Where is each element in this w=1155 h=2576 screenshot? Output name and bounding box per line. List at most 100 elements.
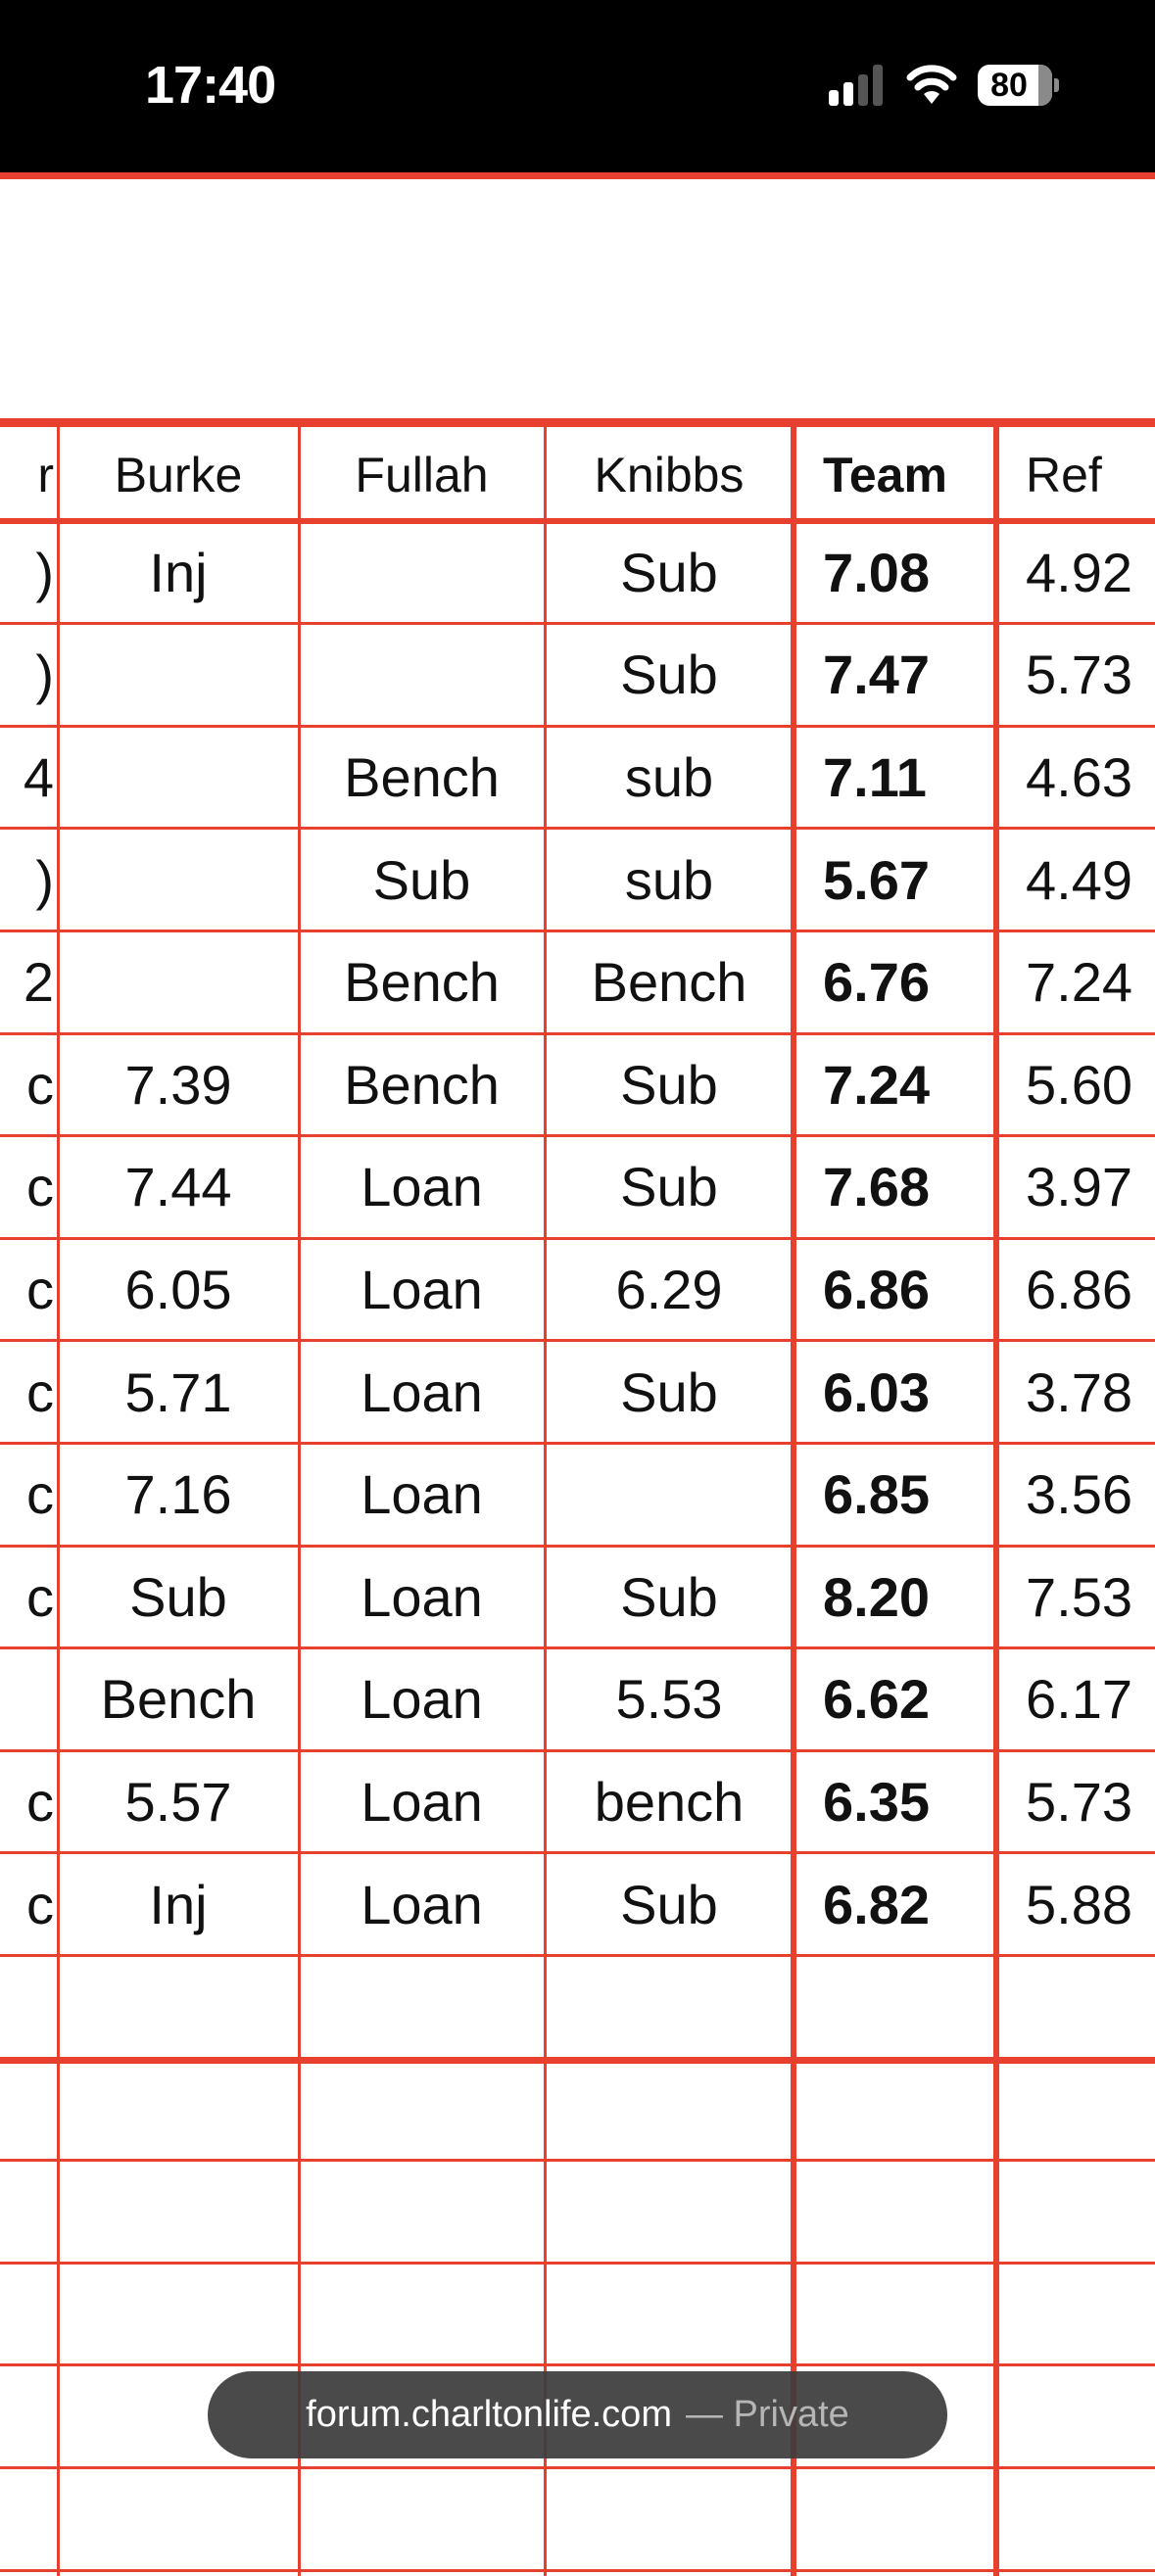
cell-ref: 5.73 — [1026, 644, 1132, 706]
column-divider — [993, 421, 999, 2576]
cell-first-col — [0, 2161, 54, 2264]
cell-first-col — [0, 2263, 54, 2365]
cell-fullah: Sub — [372, 848, 471, 911]
cell-burke — [58, 930, 299, 1033]
cell-team — [794, 2058, 996, 2161]
cell-ref: 4.49 — [1026, 848, 1132, 911]
header-knibbs: Knibbs — [594, 447, 745, 502]
cell-first-col: c — [26, 1565, 54, 1628]
cell-fullah — [299, 2161, 545, 2264]
cell-team: 7.68 — [823, 1156, 930, 1218]
cell-ref — [996, 2058, 1155, 2161]
cell-fullah — [299, 1955, 545, 2058]
cell-burke — [58, 2467, 299, 2570]
row-divider — [0, 1031, 1155, 1035]
cell-first-col: ) — [35, 848, 54, 911]
table-top-border — [0, 418, 1155, 427]
cell-ref: 3.78 — [1026, 1360, 1132, 1423]
cell-team — [794, 2467, 996, 2570]
cell-knibbs: 6.29 — [615, 1258, 723, 1320]
cell-fullah — [299, 2058, 545, 2161]
cell-first-col — [0, 1648, 54, 1751]
column-divider — [297, 421, 301, 2576]
row-divider — [0, 1441, 1155, 1445]
cell-ref — [996, 2365, 1155, 2468]
row-divider — [0, 827, 1155, 831]
row-divider — [0, 1953, 1155, 1957]
cell-knibbs: Sub — [620, 1873, 718, 1935]
cell-knibbs — [545, 2467, 794, 2570]
cell-fullah — [299, 2467, 545, 2570]
row-divider — [0, 1544, 1155, 1548]
cell-team: 5.67 — [823, 848, 930, 911]
cell-team: 6.85 — [823, 1463, 930, 1526]
cell-knibbs: 5.53 — [615, 1668, 723, 1731]
cell-knibbs — [545, 1955, 794, 2058]
cell-burke: 6.05 — [124, 1258, 232, 1320]
cell-ref — [996, 1955, 1155, 2058]
cell-fullah: Loan — [361, 1463, 483, 1526]
battery-icon: 80 — [978, 65, 1052, 106]
wifi-icon — [906, 65, 957, 104]
row-divider — [0, 1134, 1155, 1138]
cell-team: 6.82 — [823, 1873, 930, 1935]
cell-burke — [58, 1955, 299, 2058]
cell-knibbs: bench — [594, 1770, 745, 1833]
row-divider — [0, 1646, 1155, 1650]
cell-ref: 6.17 — [1026, 1668, 1132, 1731]
cell-burke: Inj — [149, 1873, 208, 1935]
cell-fullah: Loan — [361, 1770, 483, 1833]
cell-first-col: c — [26, 1258, 54, 1320]
cell-team: 7.08 — [823, 541, 930, 603]
private-mode-label: — Private — [685, 2394, 849, 2435]
cell-burke — [58, 2161, 299, 2264]
cell-first-col — [0, 2467, 54, 2570]
cell-fullah: Bench — [344, 745, 500, 808]
ratings-table: r Burke Fullah Knibbs Team Ref) Inj Sub 7.08 4.92… — [0, 418, 1155, 2576]
cell-burke: 7.44 — [124, 1156, 232, 1218]
cell-ref — [996, 2467, 1155, 2570]
cell-first-col: 4 — [23, 745, 54, 808]
cell-first-col: c — [26, 1156, 54, 1218]
cell-knibbs: sub — [624, 745, 714, 808]
row-divider — [0, 724, 1155, 728]
cell-burke — [58, 726, 299, 829]
cell-team: 6.35 — [823, 1770, 930, 1833]
row-divider — [0, 2363, 1155, 2367]
row-divider — [0, 1851, 1155, 1855]
cell-fullah — [299, 2263, 545, 2365]
address-bar[interactable]: forum.charltonlife.com — Private — [208, 2371, 947, 2458]
cell-fullah: Loan — [361, 1360, 483, 1423]
cell-burke — [58, 2058, 299, 2161]
row-divider — [0, 1339, 1155, 1343]
cell-first-col — [0, 2058, 54, 2161]
cell-team: 8.20 — [823, 1565, 930, 1628]
cell-knibbs: Sub — [620, 644, 718, 706]
cell-knibbs — [545, 1443, 794, 1546]
cell-burke — [58, 624, 299, 727]
row-divider — [0, 1748, 1155, 1752]
cell-knibbs — [545, 2161, 794, 2264]
cell-team: 7.11 — [823, 745, 927, 808]
cell-first-col: c — [26, 1873, 54, 1935]
row-divider — [0, 2465, 1155, 2469]
cell-knibbs: Sub — [620, 1565, 718, 1628]
cell-team: 6.86 — [823, 1258, 930, 1320]
row-divider — [0, 2568, 1155, 2572]
cell-knibbs: Sub — [620, 1360, 718, 1423]
clock: 17:40 — [145, 56, 276, 115]
cell-first-col — [0, 2365, 54, 2468]
cell-first-col: 2 — [23, 951, 54, 1014]
cell-burke: Bench — [100, 1668, 257, 1731]
header-divider — [0, 518, 1155, 524]
cell-team: 6.03 — [823, 1360, 930, 1423]
cell-first-col: ) — [35, 541, 54, 603]
cell-fullah — [299, 521, 545, 624]
cell-knibbs — [545, 2058, 794, 2161]
cell-ref — [996, 2161, 1155, 2264]
status-bar: 17:40 80 — [0, 0, 1155, 172]
row-divider — [0, 622, 1155, 626]
cell-fullah: Loan — [361, 1565, 483, 1628]
cell-burke: 7.39 — [124, 1053, 232, 1116]
address-domain: forum.charltonlife.com — [306, 2394, 672, 2435]
